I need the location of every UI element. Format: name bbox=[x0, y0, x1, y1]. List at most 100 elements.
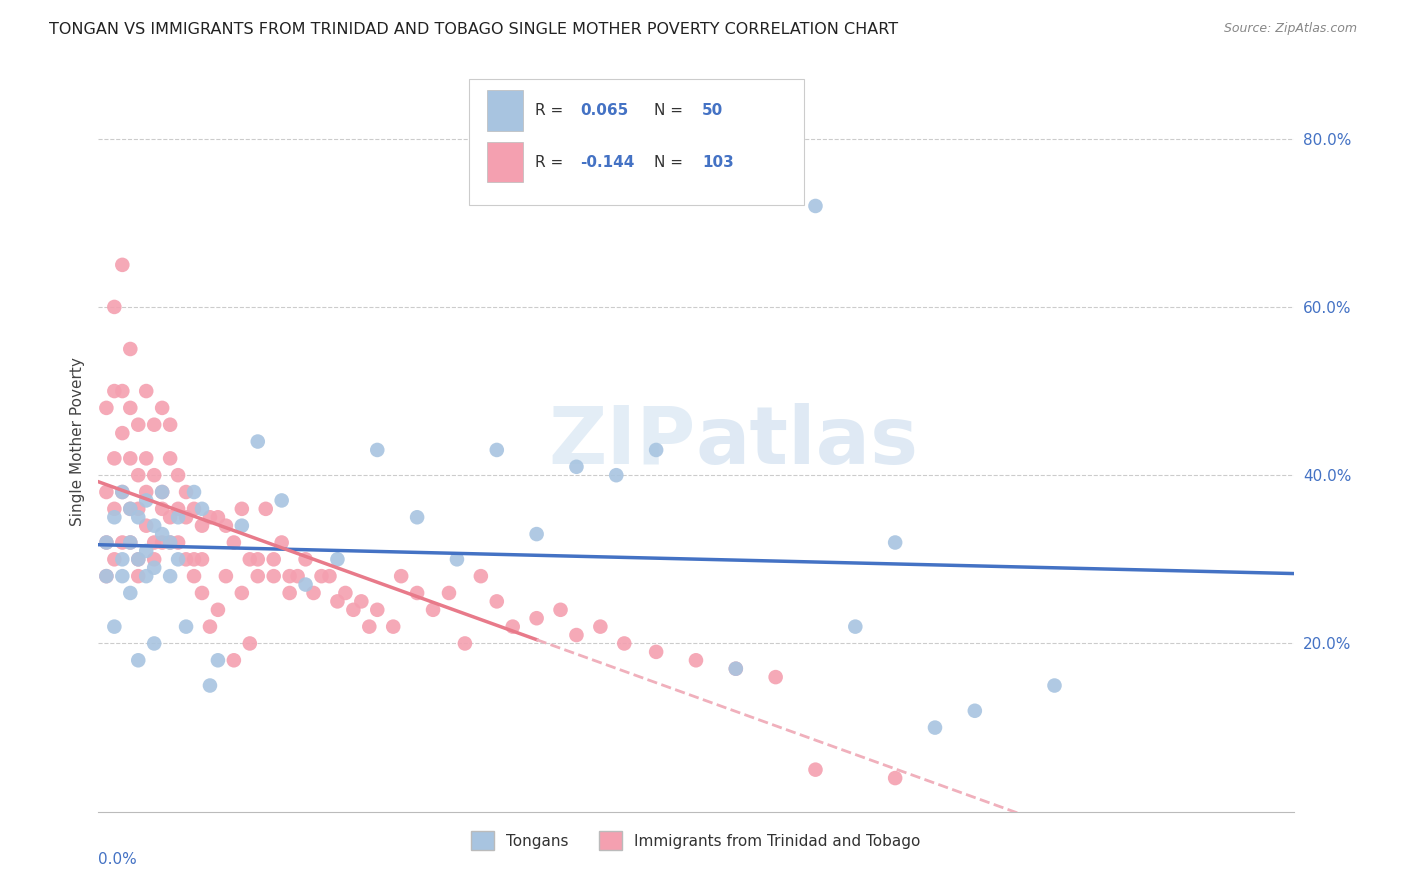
Point bbox=[685, 653, 707, 667]
FancyBboxPatch shape bbox=[486, 90, 523, 130]
Text: -0.144: -0.144 bbox=[581, 155, 634, 169]
Point bbox=[143, 468, 166, 483]
Point bbox=[270, 493, 292, 508]
Point bbox=[143, 552, 166, 566]
Point bbox=[159, 417, 181, 432]
Point bbox=[724, 662, 747, 676]
Point bbox=[111, 485, 134, 500]
Point bbox=[326, 552, 349, 566]
Text: TONGAN VS IMMIGRANTS FROM TRINIDAD AND TOBAGO SINGLE MOTHER POVERTY CORRELATION : TONGAN VS IMMIGRANTS FROM TRINIDAD AND T… bbox=[49, 22, 898, 37]
Text: 0.065: 0.065 bbox=[581, 103, 628, 118]
Point bbox=[111, 384, 134, 398]
Point bbox=[111, 552, 134, 566]
Point bbox=[120, 451, 142, 466]
Point bbox=[565, 459, 588, 474]
Point bbox=[198, 679, 221, 693]
Text: 50: 50 bbox=[702, 103, 723, 118]
Point bbox=[127, 417, 149, 432]
Point bbox=[844, 619, 866, 633]
Point bbox=[191, 501, 214, 516]
Point bbox=[342, 603, 364, 617]
Point bbox=[150, 485, 173, 500]
Point bbox=[1043, 679, 1066, 693]
Point bbox=[215, 518, 238, 533]
Point bbox=[135, 493, 157, 508]
Point bbox=[143, 518, 166, 533]
Point bbox=[231, 501, 253, 516]
Point bbox=[605, 468, 627, 483]
Point bbox=[246, 434, 269, 449]
Point bbox=[765, 670, 787, 684]
Point bbox=[311, 569, 333, 583]
Point bbox=[111, 258, 134, 272]
Text: ZIP: ZIP bbox=[548, 402, 696, 481]
Point bbox=[589, 619, 612, 633]
Point bbox=[366, 442, 388, 457]
Point bbox=[167, 468, 190, 483]
Point bbox=[222, 535, 245, 549]
Point bbox=[207, 603, 229, 617]
Point bbox=[120, 586, 142, 600]
FancyBboxPatch shape bbox=[486, 142, 523, 183]
Point bbox=[120, 401, 142, 415]
Point bbox=[143, 636, 166, 650]
Point bbox=[263, 569, 285, 583]
Point bbox=[231, 518, 253, 533]
Point bbox=[924, 721, 946, 735]
Point bbox=[159, 569, 181, 583]
Point bbox=[174, 619, 197, 633]
Point bbox=[437, 586, 460, 600]
Point bbox=[103, 510, 125, 524]
Text: 0.0%: 0.0% bbox=[98, 853, 138, 867]
Point bbox=[366, 603, 388, 617]
Point bbox=[159, 510, 181, 524]
Point bbox=[239, 636, 262, 650]
Point bbox=[103, 552, 125, 566]
Point bbox=[96, 535, 118, 549]
Text: Source: ZipAtlas.com: Source: ZipAtlas.com bbox=[1223, 22, 1357, 36]
Point bbox=[645, 442, 668, 457]
Point bbox=[389, 569, 412, 583]
Point bbox=[127, 653, 149, 667]
Point bbox=[198, 510, 221, 524]
Point bbox=[120, 535, 142, 549]
Point bbox=[724, 662, 747, 676]
Point bbox=[359, 619, 381, 633]
FancyBboxPatch shape bbox=[470, 78, 804, 204]
Point bbox=[645, 645, 668, 659]
Point bbox=[526, 611, 548, 625]
Point bbox=[167, 510, 190, 524]
Point bbox=[406, 586, 429, 600]
Point bbox=[550, 603, 572, 617]
Point bbox=[159, 451, 181, 466]
Point bbox=[96, 535, 118, 549]
Point bbox=[111, 535, 134, 549]
Point bbox=[215, 569, 238, 583]
Point bbox=[183, 485, 205, 500]
Point bbox=[231, 586, 253, 600]
Point bbox=[502, 619, 524, 633]
Point bbox=[143, 560, 166, 574]
Point bbox=[422, 603, 444, 617]
Point bbox=[485, 442, 508, 457]
Point bbox=[167, 535, 190, 549]
Text: 103: 103 bbox=[702, 155, 734, 169]
Y-axis label: Single Mother Poverty: Single Mother Poverty bbox=[69, 357, 84, 526]
Point bbox=[127, 569, 149, 583]
Point bbox=[526, 527, 548, 541]
Point bbox=[174, 485, 197, 500]
Point bbox=[103, 384, 125, 398]
Point bbox=[143, 535, 166, 549]
Point bbox=[207, 510, 229, 524]
Point bbox=[565, 628, 588, 642]
Point bbox=[111, 569, 134, 583]
Point bbox=[143, 417, 166, 432]
Point bbox=[150, 501, 173, 516]
Point bbox=[454, 636, 477, 650]
Point bbox=[884, 535, 907, 549]
Point bbox=[127, 552, 149, 566]
Point bbox=[127, 510, 149, 524]
Point bbox=[120, 535, 142, 549]
Point bbox=[207, 653, 229, 667]
Point bbox=[335, 586, 357, 600]
